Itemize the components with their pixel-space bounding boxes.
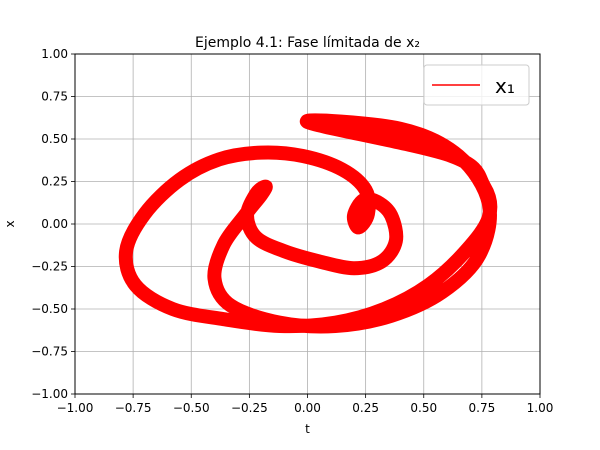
y-tick-label: 0.75 bbox=[41, 90, 68, 104]
x-tick-label: 0.00 bbox=[294, 401, 321, 415]
legend-label: x₁ bbox=[495, 74, 515, 98]
y-tick-label: 0.25 bbox=[41, 175, 68, 189]
x-axis-label: t bbox=[305, 422, 310, 436]
x-tick-label: −1.00 bbox=[57, 401, 94, 415]
y-tick-label: −0.25 bbox=[31, 260, 68, 274]
series-line-0 bbox=[118, 113, 498, 334]
x-tick-label: 0.25 bbox=[352, 401, 379, 415]
x-tick-label: 0.75 bbox=[469, 401, 496, 415]
chart-title: Ejemplo 4.1: Fase límitada de x₂ bbox=[195, 35, 420, 51]
y-axis-label: x bbox=[3, 220, 17, 227]
y-tick-label: −0.50 bbox=[31, 302, 68, 316]
ticks: −1.00 −0.75 −0.50 −0.25 0.00 0.25 0.50 0.75 1.00… bbox=[31, 47, 553, 415]
y-tick-label: −1.00 bbox=[31, 387, 68, 401]
legend: x₁ bbox=[423, 64, 530, 106]
y-tick-label: 1.00 bbox=[41, 47, 68, 61]
x-tick-label: −0.50 bbox=[173, 401, 210, 415]
x-tick-label: −0.25 bbox=[231, 401, 268, 415]
y-tick-label: 0.50 bbox=[41, 132, 68, 146]
x-tick-label: −0.75 bbox=[115, 401, 152, 415]
x-tick-label: 1.00 bbox=[527, 401, 554, 415]
y-tick-label: −0.75 bbox=[31, 345, 68, 359]
series-layer bbox=[118, 113, 498, 334]
x-tick-label: 0.50 bbox=[410, 401, 437, 415]
y-tick-label: 0.00 bbox=[41, 217, 68, 231]
